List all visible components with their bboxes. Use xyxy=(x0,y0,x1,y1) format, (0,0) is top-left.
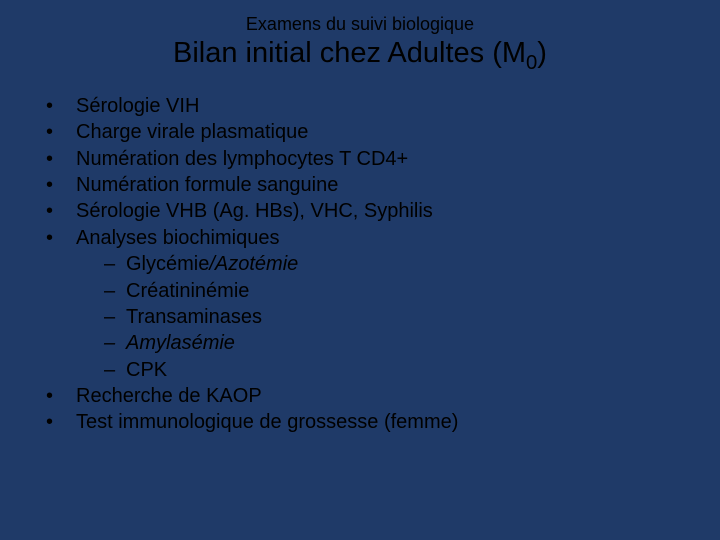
list-item: Analyses biochimiques Glycémie/Azotémie … xyxy=(46,225,696,383)
list-item: Recherche de KAOP xyxy=(46,383,696,409)
title-main-text: Bilan initial chez Adultes (M xyxy=(173,37,526,69)
list-item: Charge virale plasmatique xyxy=(46,119,696,145)
sub-list: Glycémie/Azotémie Créatininémie Transami… xyxy=(76,251,696,383)
title-close-paren: ) xyxy=(537,37,547,69)
sub-item-italic: /Azotémie xyxy=(209,253,298,275)
sub-list-item: Transaminases xyxy=(104,304,696,330)
sub-list-item: Amylasémie xyxy=(104,330,696,356)
title-subscript: 0 xyxy=(526,52,537,74)
sub-list-item: Créatininémie xyxy=(104,278,696,304)
sub-item-text: Glycémie xyxy=(126,253,209,275)
slide-title: Bilan initial chez Adultes (M0) xyxy=(24,37,696,75)
sub-list-item: CPK xyxy=(104,357,696,383)
list-item: Sérologie VIH xyxy=(46,93,696,119)
sub-list-item: Glycémie/Azotémie xyxy=(104,251,696,277)
list-item: Sérologie VHB (Ag. HBs), VHC, Syphilis xyxy=(46,198,696,224)
list-item-label: Analyses biochimiques xyxy=(76,227,279,249)
list-item: Test immunologique de grossesse (femme) xyxy=(46,409,696,435)
list-item: Numération des lymphocytes T CD4+ xyxy=(46,146,696,172)
bullet-list: Sérologie VIH Charge virale plasmatique … xyxy=(24,93,696,436)
slide-supertitle: Examens du suivi biologique xyxy=(24,14,696,35)
list-item: Numération formule sanguine xyxy=(46,172,696,198)
